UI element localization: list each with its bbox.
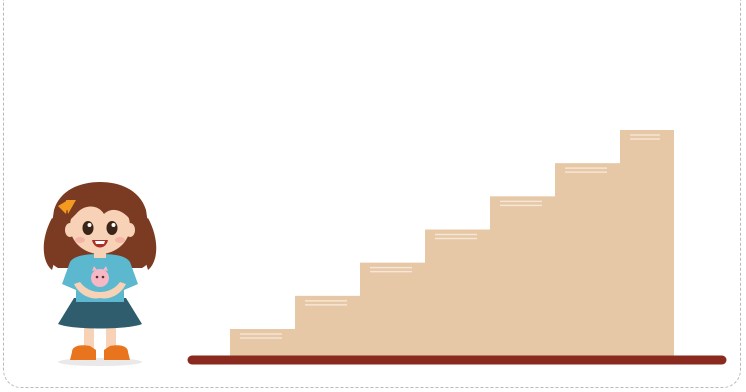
stair-step	[295, 295, 361, 356]
stair-step	[425, 229, 491, 356]
staircase-icon	[230, 130, 674, 356]
stair-step	[360, 262, 426, 356]
stair-step	[555, 163, 621, 356]
stair-step	[620, 130, 674, 356]
girl-character-icon	[43, 182, 157, 366]
stair-step	[230, 329, 296, 356]
stair-step	[490, 196, 556, 356]
dashed-frame	[3, 0, 741, 388]
